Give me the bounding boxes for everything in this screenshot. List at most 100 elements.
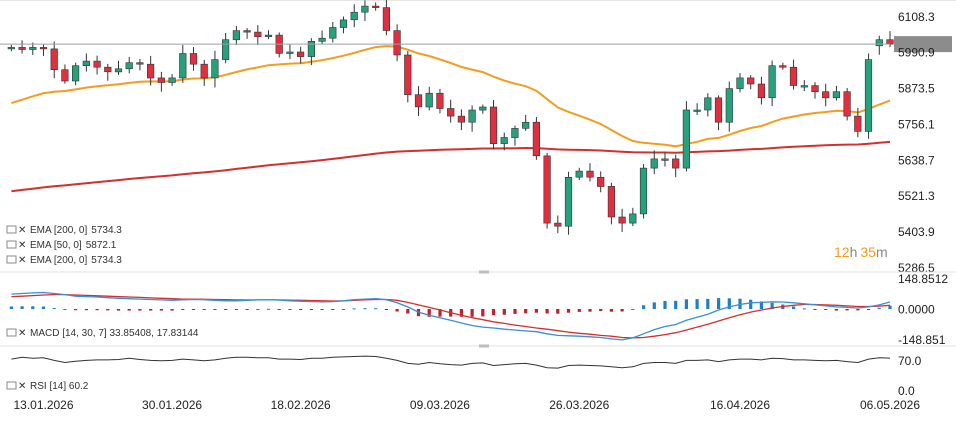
candle[interactable]: [522, 114, 530, 131]
candle[interactable]: [93, 55, 101, 75]
candle[interactable]: [104, 63, 112, 81]
candle-body: [714, 97, 723, 123]
candle[interactable]: [811, 82, 819, 99]
candle[interactable]: [179, 44, 187, 83]
pane-separator-macd[interactable]: [0, 270, 956, 274]
pane-separator-rsi[interactable]: [0, 344, 956, 348]
macd-histogram-bar: [877, 307, 881, 309]
candle[interactable]: [457, 109, 466, 131]
candle[interactable]: [607, 182, 615, 225]
candle[interactable]: [222, 33, 230, 64]
macd-histogram-bar: [288, 309, 292, 310]
candle[interactable]: [318, 30, 326, 45]
candle[interactable]: [425, 86, 433, 111]
candle[interactable]: [200, 59, 208, 86]
macd-histogram-bar: [406, 309, 410, 314]
candle[interactable]: [468, 105, 476, 132]
candle[interactable]: [275, 32, 283, 58]
candle[interactable]: [168, 73, 176, 86]
candle[interactable]: [372, 2, 380, 11]
candle[interactable]: [693, 103, 701, 115]
candle[interactable]: [554, 215, 562, 234]
candle[interactable]: [500, 132, 508, 151]
candle-body: [307, 40, 316, 57]
candle[interactable]: [50, 41, 58, 79]
candle-body: [93, 60, 101, 68]
candle[interactable]: [479, 104, 487, 114]
candle[interactable]: [586, 163, 594, 182]
candle[interactable]: [82, 53, 90, 72]
candle[interactable]: [564, 171, 573, 235]
candle[interactable]: [125, 56, 133, 74]
candle[interactable]: [725, 81, 733, 132]
candle[interactable]: [650, 150, 658, 175]
candle[interactable]: [296, 46, 305, 64]
candle[interactable]: [211, 50, 219, 88]
macd-histogram-bar: [695, 299, 699, 309]
candle[interactable]: [72, 62, 80, 86]
candle[interactable]: [736, 73, 744, 93]
candle[interactable]: [286, 44, 294, 59]
candle[interactable]: [189, 47, 198, 71]
candle[interactable]: [157, 71, 165, 92]
candle[interactable]: [843, 88, 851, 121]
candle[interactable]: [414, 86, 423, 117]
candle[interactable]: [832, 85, 840, 101]
candle[interactable]: [382, 0, 391, 36]
candle-body: [704, 97, 712, 111]
candle[interactable]: [147, 55, 155, 86]
candle[interactable]: [822, 83, 830, 107]
candle[interactable]: [114, 60, 123, 75]
candle[interactable]: [789, 59, 798, 90]
candle[interactable]: [339, 16, 348, 34]
macd-histogram-bar: [749, 299, 753, 309]
candle[interactable]: [875, 35, 883, 55]
candle[interactable]: [254, 25, 262, 45]
candle[interactable]: [747, 75, 755, 90]
candlestick-series[interactable]: [7, 0, 894, 235]
candle[interactable]: [393, 24, 401, 62]
candle[interactable]: [361, 0, 369, 22]
candle[interactable]: [629, 207, 637, 227]
macd-histogram-bar: [620, 309, 624, 312]
candle[interactable]: [768, 60, 776, 107]
candle[interactable]: [232, 25, 241, 45]
candle-body: [586, 170, 594, 178]
candle[interactable]: [7, 44, 15, 52]
candle[interactable]: [136, 58, 144, 71]
candle[interactable]: [854, 107, 862, 138]
candle[interactable]: [864, 53, 873, 139]
candle[interactable]: [511, 125, 519, 146]
candle[interactable]: [243, 28, 251, 39]
candle[interactable]: [350, 4, 358, 28]
candle[interactable]: [682, 101, 690, 172]
candle[interactable]: [489, 99, 498, 149]
candle[interactable]: [39, 44, 48, 56]
candle[interactable]: [575, 167, 583, 181]
candle[interactable]: [639, 164, 648, 219]
candle[interactable]: [661, 152, 669, 167]
candle[interactable]: [404, 51, 412, 103]
candle[interactable]: [886, 31, 894, 48]
candle[interactable]: [618, 208, 626, 232]
candle[interactable]: [18, 40, 26, 54]
candle[interactable]: [714, 95, 723, 131]
candle[interactable]: [757, 76, 765, 105]
candle-body: [200, 63, 208, 79]
candle[interactable]: [61, 64, 69, 84]
candle[interactable]: [436, 88, 444, 114]
candle[interactable]: [672, 154, 680, 178]
candle[interactable]: [800, 80, 808, 92]
macd-histogram-bar: [491, 309, 496, 316]
candle[interactable]: [704, 93, 712, 117]
candle[interactable]: [329, 22, 337, 43]
candle[interactable]: [779, 62, 787, 70]
candle[interactable]: [532, 117, 540, 160]
candle[interactable]: [307, 38, 316, 66]
candle[interactable]: [543, 152, 551, 229]
candle[interactable]: [597, 171, 605, 193]
candle-body: [757, 83, 765, 99]
candle[interactable]: [447, 99, 455, 123]
candle[interactable]: [264, 30, 273, 40]
